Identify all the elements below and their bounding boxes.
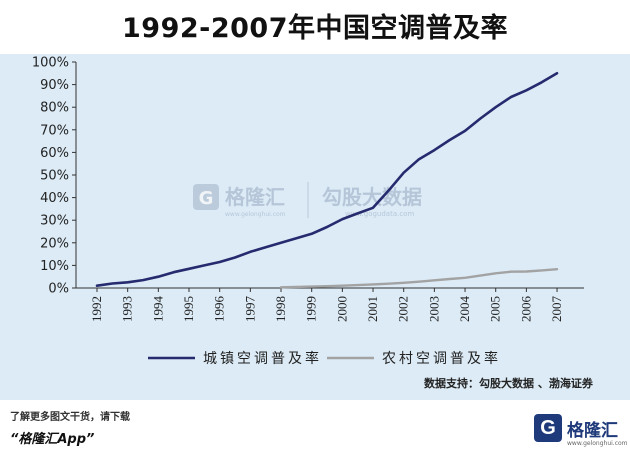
series-line-rural bbox=[279, 267, 559, 289]
footer-note: 了解更多图文干货，请下载 bbox=[10, 412, 130, 423]
x-tick-label: 1995 bbox=[181, 296, 196, 322]
chart-panel: G 格隆汇 www.gelonghui.com 勾股大数据 www.goguda… bbox=[0, 54, 630, 400]
footer-logo-url: www.gelonghui.com bbox=[567, 440, 628, 447]
watermark: G 格隆汇 www.gelonghui.com 勾股大数据 www.goguda… bbox=[193, 182, 422, 218]
y-tick-label: 100% bbox=[32, 56, 69, 71]
x-axis-ticks: 1992 1993 1994 1995 1996 1997 1998 1999 2000 2001… bbox=[89, 288, 564, 322]
line-chart: G 格隆汇 www.gelonghui.com 勾股大数据 www.goguda… bbox=[32, 56, 594, 391]
x-tick-label: 2004 bbox=[457, 296, 472, 323]
x-tick-label: 1999 bbox=[304, 296, 319, 322]
series-line-urban bbox=[95, 71, 559, 287]
y-tick-label: 10% bbox=[40, 259, 69, 274]
watermark-logo-icon bbox=[193, 184, 219, 210]
x-tick-label: 1992 bbox=[89, 296, 104, 322]
y-tick-label: 90% bbox=[40, 78, 69, 93]
x-tick-label: 2001 bbox=[365, 296, 380, 322]
x-tick-label: 2005 bbox=[488, 296, 503, 322]
watermark-brand-name: 格隆汇 bbox=[225, 185, 285, 209]
x-tick-label: 2000 bbox=[334, 296, 349, 322]
legend: 城镇空调普及率 农村空调普及率 bbox=[148, 350, 501, 367]
footer-app-name: “格隆汇App” bbox=[10, 432, 95, 447]
x-tick-label: 1997 bbox=[242, 296, 257, 323]
y-tick-label: 30% bbox=[40, 214, 69, 229]
x-tick-label: 2006 bbox=[518, 296, 533, 323]
watermark-partner-name: 勾股大数据 bbox=[322, 185, 422, 209]
source-note: 数据支持：勾股大数据 、渤海证券 bbox=[424, 376, 594, 390]
footer: 了解更多图文干货，请下载 “格隆汇App” G 格隆汇 www.gelonghu… bbox=[0, 400, 630, 462]
y-tick-label: 0% bbox=[48, 282, 69, 297]
y-tick-label: 50% bbox=[40, 169, 69, 184]
y-tick-label: 80% bbox=[40, 101, 69, 116]
y-tick-label: 20% bbox=[40, 236, 69, 251]
x-tick-label: 1996 bbox=[212, 296, 227, 323]
watermark-logo-mark: G bbox=[199, 188, 214, 209]
legend-label-urban: 城镇空调普及率 bbox=[203, 350, 322, 367]
y-axis-ticks: 0% 10% 20% 30% 40% 50% 60% 70% 80% 90% 100% bbox=[32, 56, 76, 297]
footer-logo: G 格隆汇 www.gelonghui.com bbox=[534, 410, 628, 447]
watermark-partner-url: www.gogudata.com bbox=[345, 210, 414, 218]
y-tick-label: 60% bbox=[40, 146, 69, 161]
x-tick-label: 2003 bbox=[426, 296, 441, 322]
x-tick-label: 1998 bbox=[273, 296, 288, 322]
y-tick-label: 70% bbox=[40, 123, 69, 138]
y-tick-label: 40% bbox=[40, 191, 69, 206]
legend-label-rural: 农村空调普及率 bbox=[382, 350, 501, 367]
footer-logo-icon: G bbox=[534, 414, 562, 442]
series-lines bbox=[95, 71, 559, 289]
x-tick-label: 1994 bbox=[150, 296, 165, 323]
chart-title: 1992-2007年中国空调普及率 bbox=[122, 13, 508, 44]
x-tick-label: 2007 bbox=[549, 296, 564, 323]
watermark-brand-url: www.gelonghui.com bbox=[225, 211, 286, 218]
footer-logo-name: 格隆汇 bbox=[567, 420, 618, 441]
x-tick-label: 2002 bbox=[396, 296, 411, 322]
x-tick-label: 1993 bbox=[120, 296, 135, 322]
